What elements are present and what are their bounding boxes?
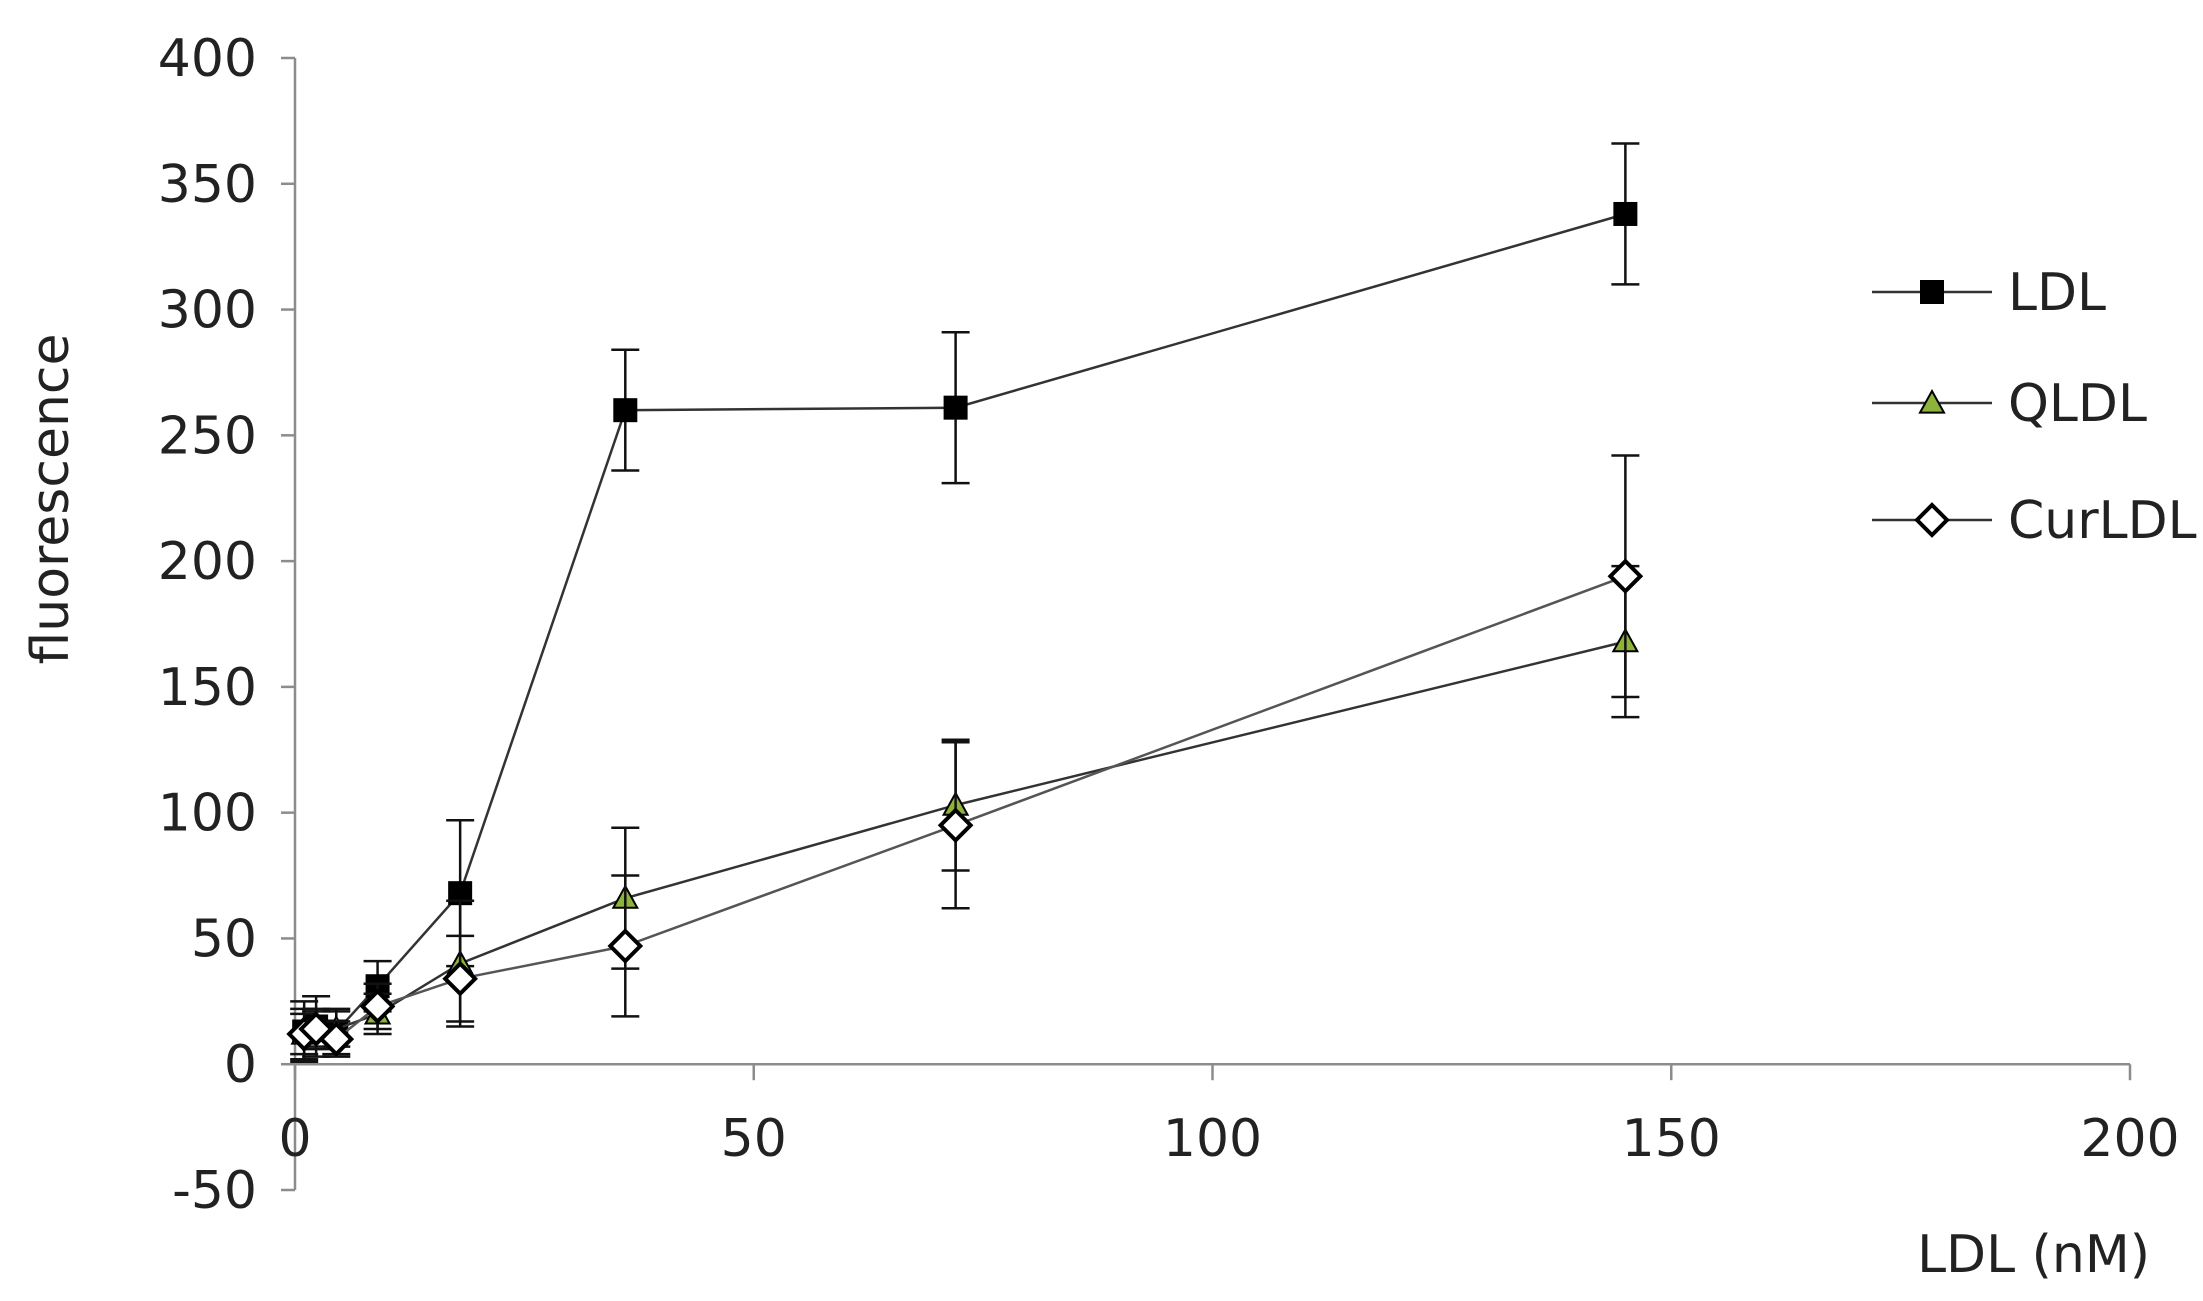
y-tick-label: 250	[158, 406, 257, 466]
legend-label: CurLDL	[2008, 491, 2197, 551]
x-axis-title: LDL (nM)	[1917, 1225, 2150, 1285]
y-tick-label: 50	[191, 909, 257, 969]
data-point	[1607, 558, 1644, 595]
series-ldl	[290, 142, 1640, 1063]
data-point	[943, 395, 968, 420]
y-tick-label: 300	[158, 281, 257, 341]
legend-marker	[1914, 502, 1950, 538]
x-tick-label: 200	[2080, 1109, 2179, 1169]
x-tick-label: 0	[278, 1109, 311, 1169]
x-tick-label: 50	[721, 1109, 787, 1169]
y-tick-label: 350	[158, 155, 257, 215]
x-tick-label: 100	[1163, 1109, 1262, 1169]
legend-item-curldl: CurLDL	[1872, 491, 2197, 551]
y-tick-label: -50	[172, 1161, 257, 1221]
series-qldl	[290, 564, 1640, 1061]
y-tick-label: 100	[158, 784, 257, 844]
data-point	[359, 988, 396, 1025]
legend-item-qldl: QLDL	[1872, 374, 2147, 434]
y-tick-label: 400	[158, 29, 257, 89]
y-axis-title: fluorescence	[21, 334, 81, 665]
data-point	[318, 1021, 355, 1057]
legend: LDL QLDL CurLDL	[1872, 263, 2197, 551]
series-curldl	[286, 454, 1644, 1058]
legend-label: LDL	[2008, 263, 2106, 323]
data-point	[937, 807, 974, 844]
y-tick-label: 150	[158, 658, 257, 718]
legend-marker	[1920, 280, 1944, 304]
plot-area	[286, 142, 1644, 1063]
data-point	[613, 398, 638, 423]
series-line	[303, 640, 1626, 1036]
y-tick-label: 200	[158, 532, 257, 592]
legend-label: QLDL	[2008, 374, 2147, 434]
axes: -50 0 50 100 150 200 250 300 350 400 0 50 100 150 200	[158, 29, 2180, 1221]
data-point	[1613, 201, 1638, 226]
x-tick-label: 150	[1622, 1109, 1721, 1169]
data-point	[607, 928, 644, 964]
data-point	[442, 960, 478, 997]
y-tick-label: 0	[224, 1035, 257, 1095]
legend-item-ldl: LDL	[1872, 263, 2106, 323]
legend-marker	[1918, 388, 1946, 414]
